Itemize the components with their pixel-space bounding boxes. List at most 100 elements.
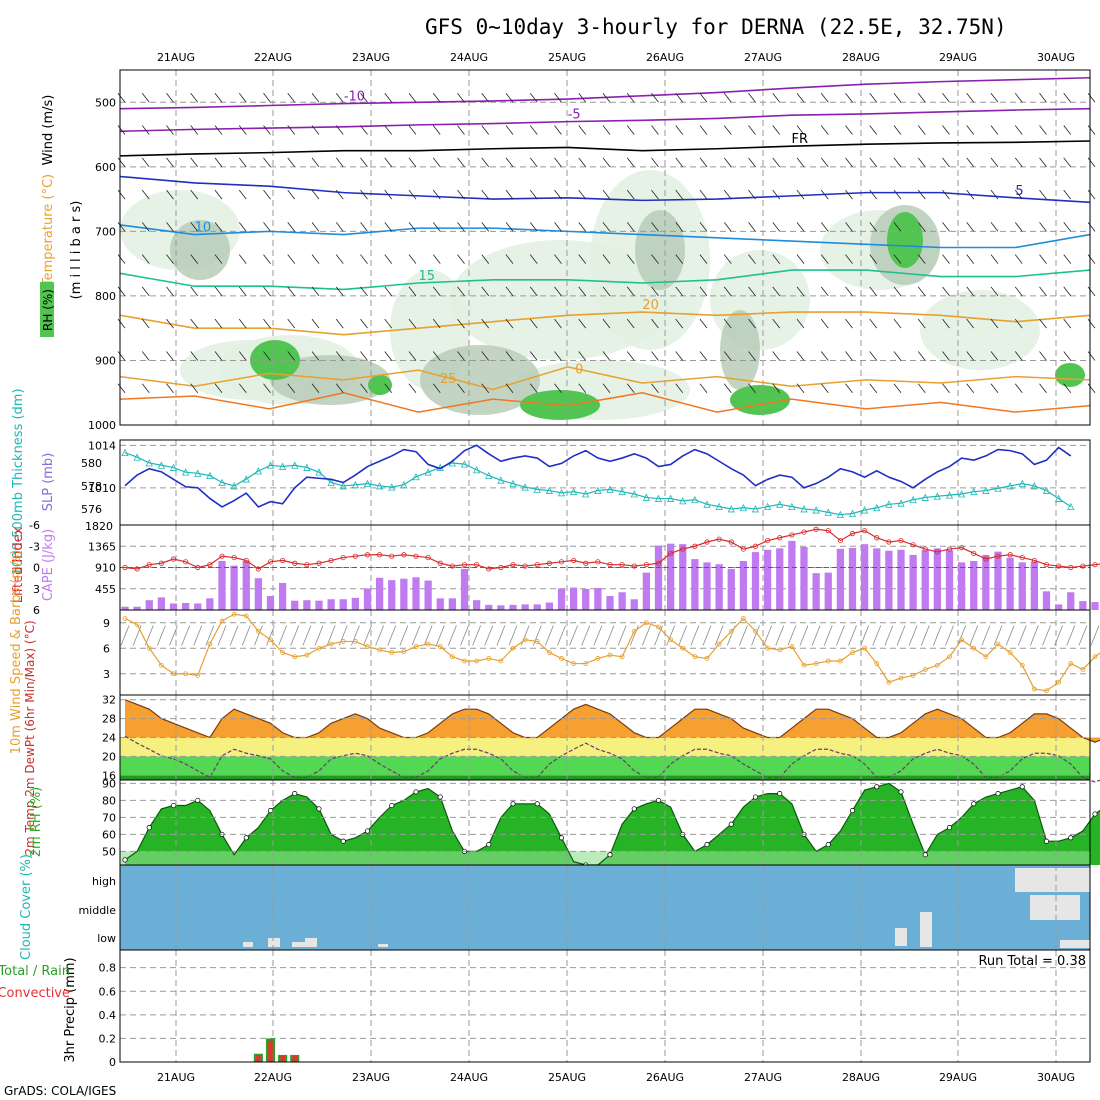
lifted-index-point — [765, 537, 771, 544]
lifted-index-label: Lifted Index — [11, 526, 26, 603]
wind-barb — [990, 383, 999, 393]
wind-speed-point — [401, 649, 407, 655]
cape-bar — [497, 605, 505, 610]
cape-tick: 1365 — [88, 540, 116, 553]
thickness-point — [994, 484, 1002, 492]
wind-speed-point — [801, 662, 807, 668]
wind-barb — [545, 625, 554, 646]
wind-barb — [360, 383, 368, 393]
wind-barb — [699, 93, 708, 103]
li-tick: 6 — [33, 604, 40, 617]
lifted-index-point — [474, 562, 480, 568]
wind-ms-label: Wind (m/s) — [41, 95, 56, 166]
thickness-point — [654, 494, 663, 502]
wind-barb — [699, 222, 708, 232]
wind-barb — [1066, 625, 1076, 646]
wind-barb — [214, 125, 223, 135]
wind-barb — [141, 93, 150, 103]
wind-speed-point — [850, 650, 855, 655]
cape-bar — [315, 600, 323, 610]
wind-speed-point — [583, 661, 589, 666]
lifted-index-point — [1056, 563, 1062, 569]
wind-barb — [626, 222, 635, 232]
wind-barb — [432, 351, 441, 361]
wind-barb — [554, 286, 562, 297]
rh2m-point — [340, 838, 346, 844]
wind-barb — [796, 125, 805, 135]
thickness-point — [618, 487, 626, 496]
cape-bar — [679, 544, 687, 610]
wind-barb — [1014, 157, 1023, 168]
wind-speed-point — [777, 647, 783, 653]
cape-bar — [557, 588, 566, 610]
bottom-date-label: 24AUG — [450, 1071, 488, 1084]
wind-barb — [957, 625, 966, 646]
slp-axis-label: SLP (mb) — [41, 453, 56, 512]
cape-bar — [1079, 601, 1087, 610]
wind-speed-point — [680, 645, 686, 651]
wind-barb — [360, 254, 368, 264]
wind-barb — [351, 625, 360, 646]
thickness-point — [582, 490, 590, 498]
wind-barb — [481, 318, 490, 329]
cape-bar — [824, 572, 832, 610]
lifted-index-point — [716, 536, 722, 542]
wind-speed-point — [195, 673, 201, 678]
wind-barb — [287, 189, 296, 200]
wind-barb — [966, 351, 975, 361]
wind-speed-point — [559, 656, 564, 661]
wind-barb — [602, 125, 611, 135]
wind-barb — [360, 93, 368, 103]
wind-barb — [602, 286, 611, 297]
lifted-index-point — [837, 537, 843, 544]
wind-speed-point — [304, 652, 310, 658]
wind-barb — [263, 189, 271, 200]
wind-speed-point — [522, 637, 528, 643]
wind-barb — [141, 125, 150, 135]
wind-barb — [651, 157, 659, 168]
wind-barb — [629, 625, 639, 646]
cape-bar — [763, 549, 772, 610]
wind-barb — [723, 222, 732, 232]
wind-barb — [1078, 625, 1088, 646]
rh2m-point — [607, 852, 613, 858]
wind-barb — [869, 286, 878, 297]
wind-barb — [505, 157, 514, 168]
wind-speed-point — [134, 622, 140, 627]
wind-barb — [945, 625, 954, 646]
temp-band — [120, 756, 1090, 776]
wind-barb — [141, 222, 150, 232]
pressure-tick: 900 — [95, 354, 116, 367]
wind-barb — [481, 157, 490, 168]
wind-barb — [505, 93, 514, 103]
wind-barb — [942, 318, 950, 329]
lifted-index-point — [158, 560, 164, 566]
wind-speed-point — [983, 654, 989, 660]
wind-speed-point — [255, 628, 261, 634]
rh2m-point — [122, 857, 128, 863]
wind-barb — [1063, 222, 1072, 232]
wind-barb — [408, 93, 417, 103]
wind-tick: 3 — [103, 668, 110, 681]
wind-barb — [917, 254, 926, 264]
thickness-point — [848, 509, 857, 517]
cape-bar — [1006, 557, 1014, 610]
wind-speed-point — [1031, 686, 1037, 692]
cape-bar — [351, 597, 360, 610]
lifted-index-point — [389, 553, 395, 559]
thickness-point — [569, 487, 578, 496]
wind-barb — [238, 254, 247, 264]
wind-barb — [990, 351, 999, 361]
cloud-low — [378, 944, 388, 947]
lifted-index-point — [595, 559, 601, 565]
wind-barb — [1014, 93, 1023, 103]
wind-barb — [593, 625, 603, 646]
wind-barb — [181, 625, 190, 646]
wind-barb — [1087, 189, 1096, 200]
wind-barb — [238, 318, 247, 329]
cape-bar — [885, 550, 893, 610]
wind-barb — [117, 286, 126, 297]
dewpoint-line — [124, 735, 1100, 783]
wind-barb — [845, 351, 853, 361]
wind-barb — [869, 189, 878, 200]
